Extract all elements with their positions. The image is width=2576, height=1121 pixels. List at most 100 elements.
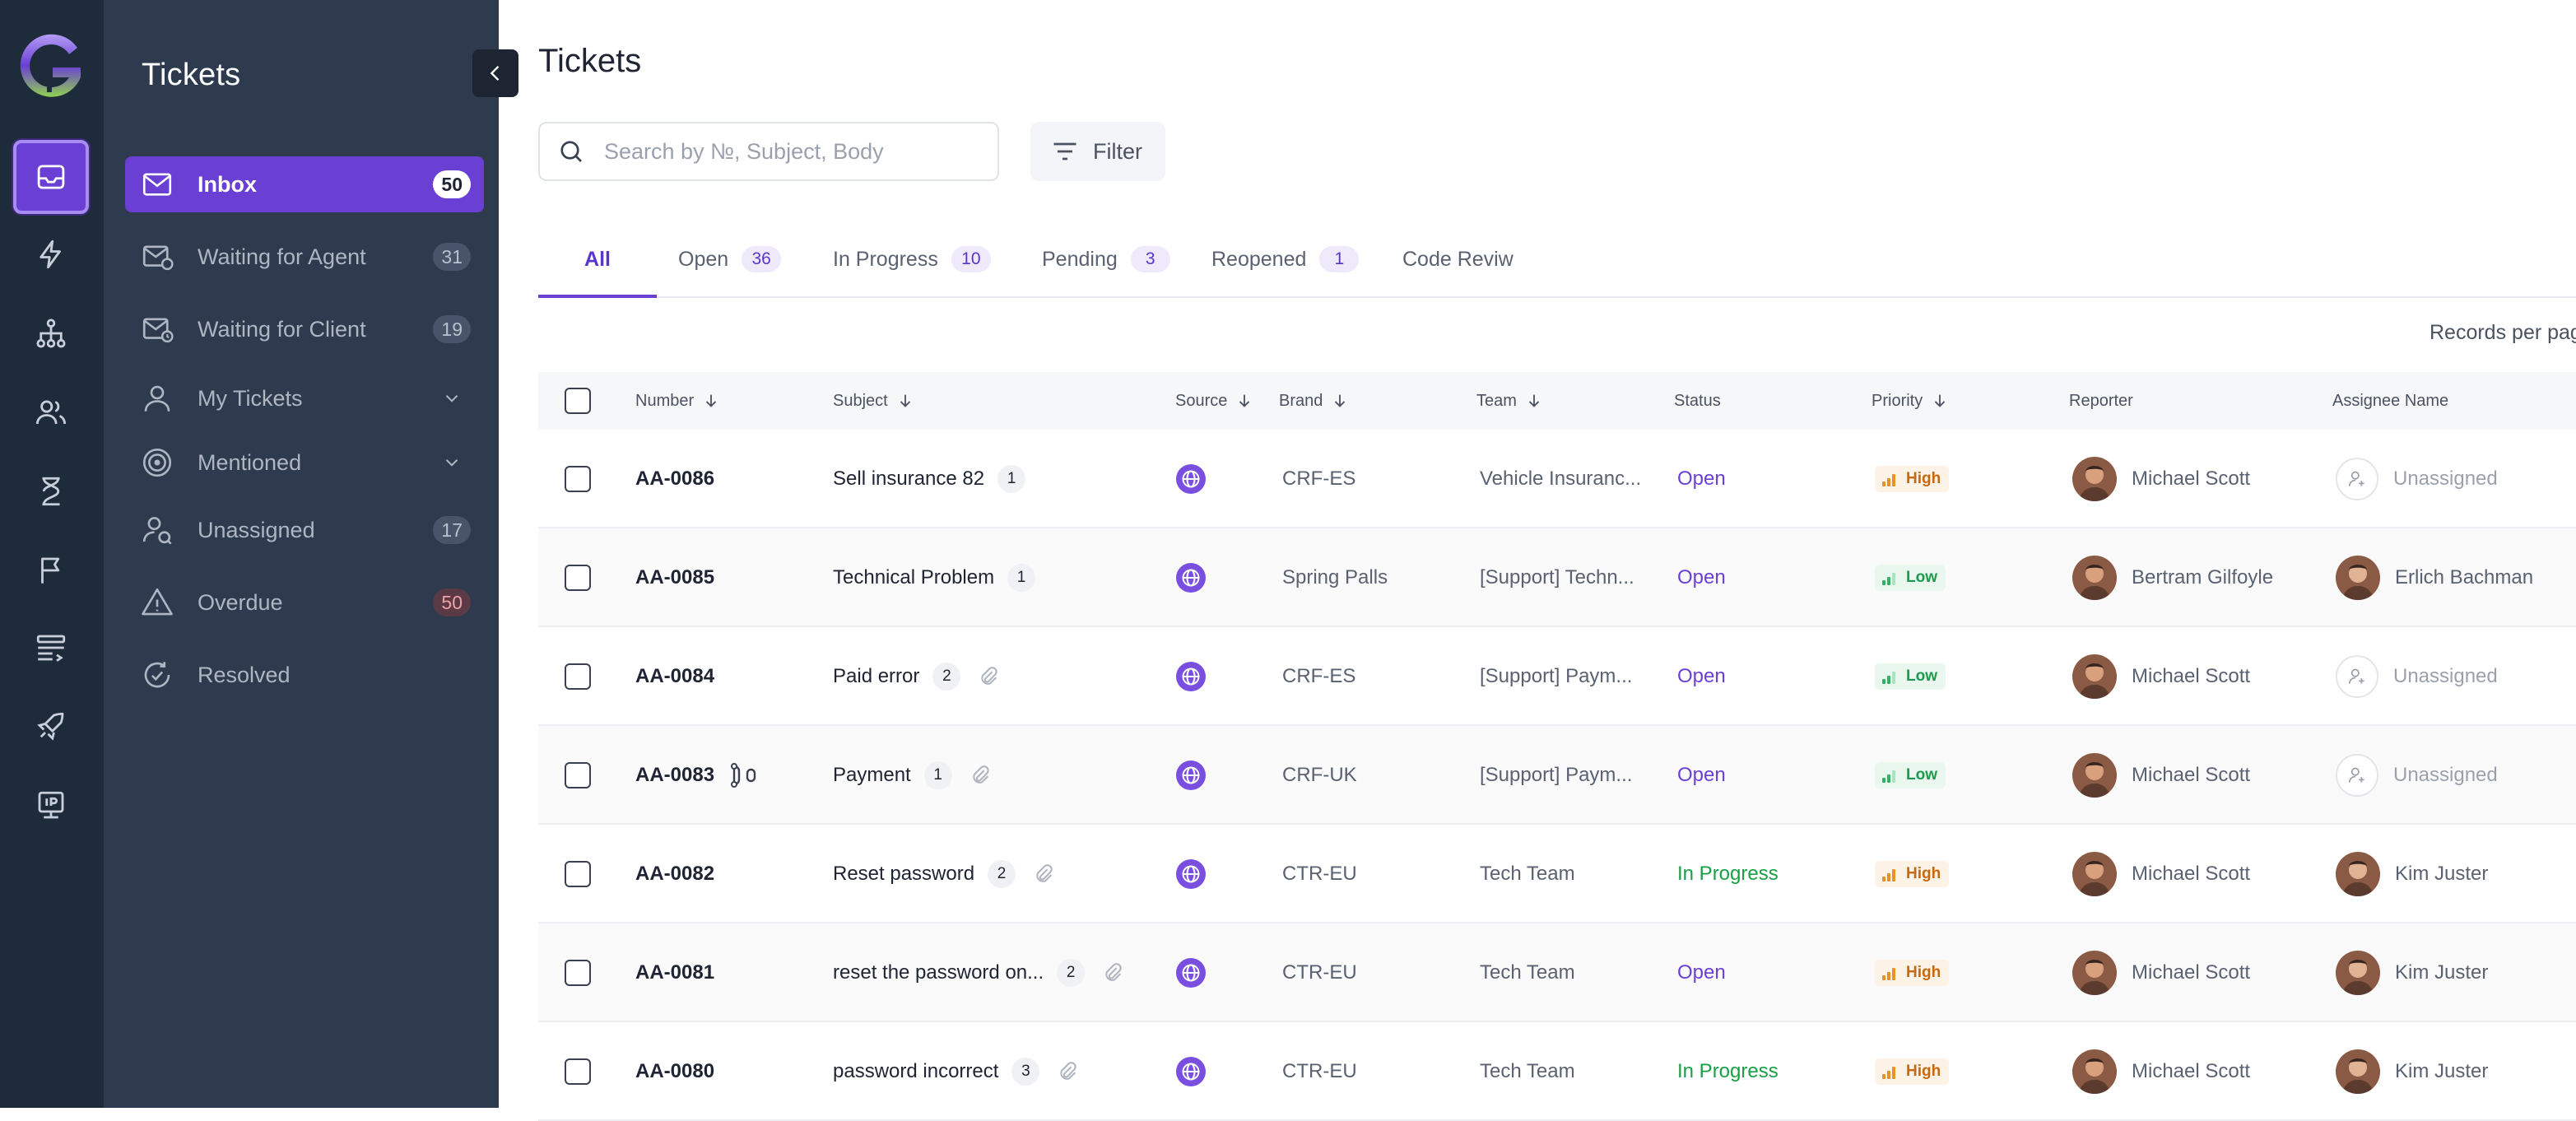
subject-cell[interactable]: Payment 1 — [833, 726, 992, 825]
column-assignee[interactable]: Assignee Name — [2332, 372, 2448, 430]
sidebar-item-resolved[interactable]: Resolved — [125, 647, 484, 703]
tab-open[interactable]: Open 36 — [678, 222, 782, 296]
sidebar-collapse-button[interactable] — [472, 49, 518, 97]
table-row[interactable]: AA-0082 Reset password 2 CTR-EU Tech Team In … — [538, 825, 2576, 923]
ticket-number-cell[interactable]: AA-0084 — [635, 627, 714, 726]
column-reporter[interactable]: Reporter — [2069, 372, 2133, 430]
priority-label: Low — [1906, 569, 1937, 586]
reporter-cell[interactable]: Michael Scott — [2072, 726, 2250, 825]
subject-cell[interactable]: Paid error 2 — [833, 627, 1000, 726]
column-status[interactable]: Status — [1674, 372, 1721, 430]
signal-bars-icon — [1882, 968, 1895, 980]
tab-label: Pending — [1042, 247, 1118, 271]
tab-count: 10 — [951, 246, 991, 272]
assignee-name: Unassigned — [2393, 764, 2498, 786]
reporter-cell[interactable]: Michael Scott — [2072, 1022, 2250, 1121]
assignee-cell[interactable]: Unassigned — [2336, 726, 2498, 825]
brand-cell: CTR-EU — [1282, 863, 1357, 885]
row-checkbox[interactable] — [565, 565, 591, 591]
ticket-number-cell[interactable]: AA-0082 — [635, 825, 714, 923]
avatar — [2336, 951, 2380, 995]
assignee-name: Kim Juster — [2395, 863, 2489, 885]
message-count-badge: 1 — [997, 465, 1026, 493]
column-label: Brand — [1279, 391, 1323, 410]
ticket-number-cell[interactable]: AA-0086 — [635, 430, 714, 528]
row-checkbox[interactable] — [565, 960, 591, 986]
tab-all[interactable]: All — [538, 222, 657, 298]
column-number[interactable]: Number — [635, 372, 720, 430]
rocket-icon — [37, 712, 64, 741]
reporter-cell[interactable]: Michael Scott — [2072, 430, 2250, 528]
sidebar-item-inbox[interactable]: Inbox 50 — [125, 156, 484, 212]
tab-code-review[interactable]: Code Reviw — [1402, 222, 1514, 296]
table-row[interactable]: AA-0083 Payment 1 CRF-UK [Support] Paym... Op… — [538, 726, 2576, 825]
select-all-checkbox[interactable] — [565, 388, 591, 414]
paperclip-icon — [973, 765, 989, 784]
reporter-cell[interactable]: Bertram Gilfoyle — [2072, 528, 2273, 627]
search-input[interactable] — [604, 127, 983, 176]
assignee-cell[interactable]: Kim Juster — [2336, 825, 2488, 923]
filter-button[interactable]: Filter — [1030, 122, 1165, 181]
sidebar-item-mentioned[interactable]: Mentioned — [125, 435, 484, 491]
sidebar-item-waiting-for-agent[interactable]: Waiting for Agent 31 — [125, 229, 484, 285]
reporter-cell[interactable]: Michael Scott — [2072, 825, 2250, 923]
table-row[interactable]: AA-0080 password incorrect 3 CTR-EU Tech Tea… — [538, 1022, 2576, 1121]
subject-cell[interactable]: password incorrect 3 — [833, 1022, 1079, 1121]
column-source[interactable]: Source — [1175, 372, 1253, 430]
tab-in-progress[interactable]: In Progress 10 — [833, 222, 991, 296]
avatar — [2072, 457, 2117, 501]
reporter-cell[interactable]: Michael Scott — [2072, 923, 2250, 1022]
rail-automation-button[interactable] — [13, 217, 89, 291]
row-checkbox[interactable] — [565, 1058, 591, 1085]
table-row[interactable]: AA-0085 Technical Problem 1 Spring Palls [Su… — [538, 528, 2576, 627]
priority-label: High — [1906, 470, 1941, 487]
ticket-number-cell[interactable]: AA-0083 — [635, 726, 759, 825]
tab-pending[interactable]: Pending 3 — [1042, 222, 1170, 296]
assignee-cell[interactable]: Kim Juster — [2336, 1022, 2488, 1121]
main-content: Tickets Filter All Open 36 In Progress 1… — [499, 0, 2576, 1121]
row-checkbox[interactable] — [565, 861, 591, 887]
sidebar-item-unassigned[interactable]: Unassigned 17 — [125, 502, 484, 558]
priority-cell: High — [1875, 430, 1950, 528]
priority-label: High — [1906, 1063, 1941, 1080]
reporter-cell[interactable]: Michael Scott — [2072, 627, 2250, 726]
column-brand[interactable]: Brand — [1279, 372, 1349, 430]
assignee-cell[interactable]: Erlich Bachman — [2336, 528, 2533, 627]
sidebar-item-waiting-for-client[interactable]: Waiting for Client 19 — [125, 301, 484, 357]
records-per-page-label: Records per page — [2430, 321, 2576, 344]
rail-sla-button[interactable] — [13, 454, 89, 528]
assignee-cell[interactable]: Kim Juster — [2336, 923, 2488, 1022]
sidebar-item-overdue[interactable]: Overdue 50 — [125, 574, 484, 630]
rail-reports-button[interactable] — [13, 533, 89, 607]
chevron-down-icon[interactable] — [441, 388, 463, 409]
subject-cell[interactable]: Reset password 2 — [833, 825, 1055, 923]
row-checkbox[interactable] — [565, 762, 591, 788]
ticket-number-cell[interactable]: AA-0085 — [635, 528, 714, 627]
rail-users-button[interactable] — [13, 375, 89, 449]
table-row[interactable]: AA-0086 Sell insurance 82 1 CRF-ES Vehicle I… — [538, 430, 2576, 528]
subject-cell[interactable]: Sell insurance 82 1 — [833, 430, 1026, 528]
column-priority[interactable]: Priority — [1872, 372, 1949, 430]
web-source-globe-icon — [1176, 662, 1206, 691]
ticket-number-cell[interactable]: AA-0081 — [635, 923, 714, 1022]
column-team[interactable]: Team — [1476, 372, 1543, 430]
rail-launch-button[interactable] — [13, 690, 89, 764]
chevron-down-icon[interactable] — [441, 452, 463, 473]
table-row[interactable]: AA-0084 Paid error 2 CRF-ES [Support] Paym..… — [538, 627, 2576, 726]
subject-cell[interactable]: reset the password on... 2 — [833, 923, 1124, 1022]
rail-workflow-button[interactable] — [13, 296, 89, 370]
column-subject[interactable]: Subject — [833, 372, 914, 430]
tab-reopened[interactable]: Reopened 1 — [1211, 222, 1360, 296]
assignee-cell[interactable]: Unassigned — [2336, 627, 2498, 726]
rail-inbox-button[interactable] — [13, 140, 89, 214]
warning-icon — [142, 588, 173, 616]
sidebar-item-my-tickets[interactable]: My Tickets — [125, 370, 484, 426]
row-checkbox[interactable] — [565, 466, 591, 492]
assignee-cell[interactable]: Unassigned — [2336, 430, 2498, 528]
ticket-number-cell[interactable]: AA-0080 — [635, 1022, 714, 1121]
subject-cell[interactable]: Technical Problem 1 — [833, 528, 1036, 627]
table-row[interactable]: AA-0081 reset the password on... 2 CTR-EU Te… — [538, 923, 2576, 1022]
rail-ip-button[interactable] — [13, 769, 89, 843]
rail-queue-button[interactable] — [13, 611, 89, 685]
row-checkbox[interactable] — [565, 663, 591, 690]
